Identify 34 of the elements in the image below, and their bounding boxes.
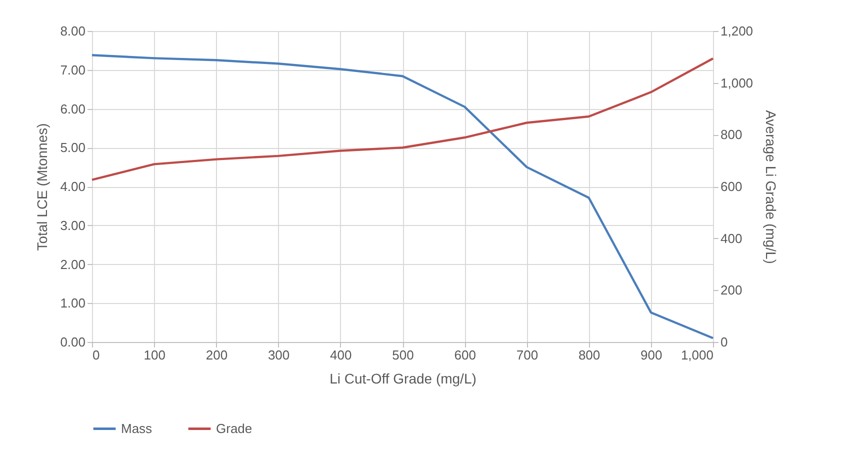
x-tick-label: 400 bbox=[330, 348, 352, 362]
x-tick-label: 700 bbox=[516, 348, 538, 362]
y-axis-title: Total LCE (Mtonnes) bbox=[34, 123, 50, 251]
y-tick-label: 8.00 bbox=[60, 24, 86, 38]
y2-tick-label: 400 bbox=[720, 230, 742, 246]
x-tick-label: 500 bbox=[392, 348, 414, 362]
x-tick-label: 200 bbox=[206, 348, 228, 362]
line-series bbox=[90, 54, 714, 340]
legend-label: Grade bbox=[216, 420, 252, 436]
y2-tick-label: 600 bbox=[720, 179, 742, 194]
y2-tick-label: 200 bbox=[720, 282, 742, 298]
legend-label: Mass bbox=[121, 420, 153, 436]
y-tick-label: 4.00 bbox=[60, 179, 86, 194]
x-axis-title: Li Cut-Off Grade (mg/L) bbox=[330, 370, 476, 386]
x-tick-label: 600 bbox=[454, 348, 476, 362]
line-series bbox=[90, 57, 714, 181]
x-tick-label: 800 bbox=[578, 348, 600, 362]
y2-tick-label: 0 bbox=[720, 334, 728, 350]
y-tick-label: 1.00 bbox=[60, 296, 86, 311]
y2-tick-label: 1,200 bbox=[720, 24, 754, 38]
y2-tick-label: 800 bbox=[720, 127, 742, 142]
x-tick-label: 1,000 bbox=[680, 348, 714, 362]
x-tick-label: 0 bbox=[92, 348, 100, 362]
x-tick-label: 900 bbox=[640, 348, 662, 362]
x-tick-label: 300 bbox=[268, 348, 290, 362]
y-tick-label: 7.00 bbox=[60, 62, 86, 78]
y-tick-label: 6.00 bbox=[60, 101, 86, 116]
y2-tick-label: 1,000 bbox=[720, 75, 754, 90]
y-tick-label: 0.00 bbox=[60, 334, 86, 350]
y-tick-label: 2.00 bbox=[60, 256, 86, 272]
y-tick-label: 5.00 bbox=[60, 140, 86, 156]
y-tick-label: 3.00 bbox=[60, 218, 86, 233]
x-tick-label: 100 bbox=[144, 348, 166, 362]
y2-axis-title: Average Li Grade (mg/L) bbox=[763, 110, 780, 264]
